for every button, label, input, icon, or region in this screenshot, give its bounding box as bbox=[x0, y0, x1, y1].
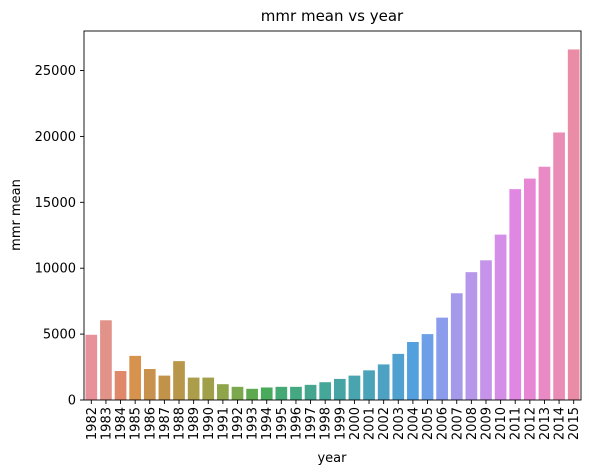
x-tick-label: 1997 bbox=[304, 407, 319, 440]
bar bbox=[450, 293, 463, 400]
x-tick-label: 1987 bbox=[158, 407, 173, 440]
y-tick-label: 15000 bbox=[35, 196, 76, 211]
bar bbox=[217, 384, 229, 400]
y-tick-label: 25000 bbox=[35, 64, 76, 79]
bar bbox=[129, 355, 142, 400]
bar bbox=[465, 272, 478, 400]
x-tick-label: 1991 bbox=[216, 407, 231, 440]
x-tick-label: 2007 bbox=[450, 407, 465, 440]
bar bbox=[100, 320, 112, 400]
bar bbox=[260, 387, 273, 400]
x-tick-label: 2000 bbox=[348, 407, 363, 440]
bar bbox=[231, 386, 244, 400]
chart-title: mmr mean vs year bbox=[261, 7, 404, 25]
x-tick-label: 2009 bbox=[479, 407, 494, 440]
bar bbox=[202, 377, 215, 400]
bar bbox=[509, 189, 522, 400]
y-axis: 0 5000 10000 15000 20000 25000 bbox=[35, 64, 84, 409]
x-tick-label: 1990 bbox=[202, 407, 217, 440]
x-tick-label: 1986 bbox=[143, 407, 158, 440]
x-tick-label: 1995 bbox=[275, 407, 290, 440]
x-tick-label: 1988 bbox=[173, 407, 188, 440]
x-tick-label: 1994 bbox=[260, 407, 275, 440]
x-tick-label: 1993 bbox=[246, 407, 261, 440]
bar bbox=[567, 49, 580, 400]
bars-group bbox=[85, 49, 580, 400]
x-tick-label: 2006 bbox=[436, 407, 451, 440]
x-tick-label: 1998 bbox=[319, 407, 334, 440]
x-tick-label: 1999 bbox=[333, 407, 348, 440]
bar bbox=[114, 371, 127, 400]
x-tick-label: 2003 bbox=[392, 407, 407, 440]
x-tick-label: 2005 bbox=[421, 407, 436, 440]
bar bbox=[304, 384, 317, 400]
x-tick-label: 2012 bbox=[523, 407, 538, 440]
y-tick-label: 10000 bbox=[35, 262, 76, 277]
bar bbox=[333, 378, 346, 400]
x-axis: 1982 1983 1984 1985 1986 1987 1988 1989 1990 1991… bbox=[85, 400, 582, 440]
x-axis-title: year bbox=[317, 451, 347, 466]
bar bbox=[85, 334, 98, 400]
bar bbox=[173, 361, 185, 400]
x-tick-label: 2011 bbox=[509, 407, 524, 440]
bar bbox=[553, 132, 565, 400]
x-tick-label: 2013 bbox=[538, 407, 553, 440]
bar bbox=[523, 178, 536, 400]
bar bbox=[480, 260, 492, 400]
x-tick-label: 2002 bbox=[377, 407, 392, 440]
bar bbox=[246, 388, 258, 400]
x-tick-label: 2004 bbox=[406, 407, 421, 440]
bar bbox=[538, 166, 551, 400]
bar bbox=[187, 377, 200, 400]
bar bbox=[363, 370, 375, 400]
bar bbox=[494, 234, 507, 400]
x-tick-label: 1982 bbox=[85, 407, 100, 440]
x-tick-label: 2015 bbox=[567, 407, 582, 440]
x-tick-label: 1996 bbox=[289, 407, 304, 440]
x-tick-label: 1989 bbox=[187, 407, 202, 440]
bar bbox=[377, 364, 390, 400]
bar bbox=[275, 386, 288, 400]
x-tick-label: 2008 bbox=[465, 407, 480, 440]
bar bbox=[421, 334, 434, 400]
y-axis-title: mmr mean bbox=[9, 179, 24, 251]
bar bbox=[392, 353, 405, 400]
bar bbox=[290, 386, 302, 400]
x-tick-label: 1992 bbox=[231, 407, 246, 440]
x-tick-label: 1983 bbox=[99, 407, 114, 440]
x-tick-label: 1985 bbox=[129, 407, 144, 440]
x-tick-label: 1984 bbox=[114, 407, 129, 440]
bar bbox=[436, 317, 448, 400]
plot-frame bbox=[83, 30, 582, 401]
bar bbox=[143, 369, 156, 400]
bar bbox=[348, 375, 361, 400]
x-tick-label: 2001 bbox=[363, 407, 378, 440]
x-tick-label: 2010 bbox=[494, 407, 509, 440]
y-tick-label: 5000 bbox=[43, 328, 76, 343]
bar bbox=[158, 375, 171, 400]
y-tick-label: 20000 bbox=[35, 130, 76, 145]
bar bbox=[407, 342, 419, 400]
x-tick-label: 2014 bbox=[553, 407, 568, 440]
bar bbox=[319, 382, 332, 400]
y-tick-label: 0 bbox=[68, 394, 76, 409]
